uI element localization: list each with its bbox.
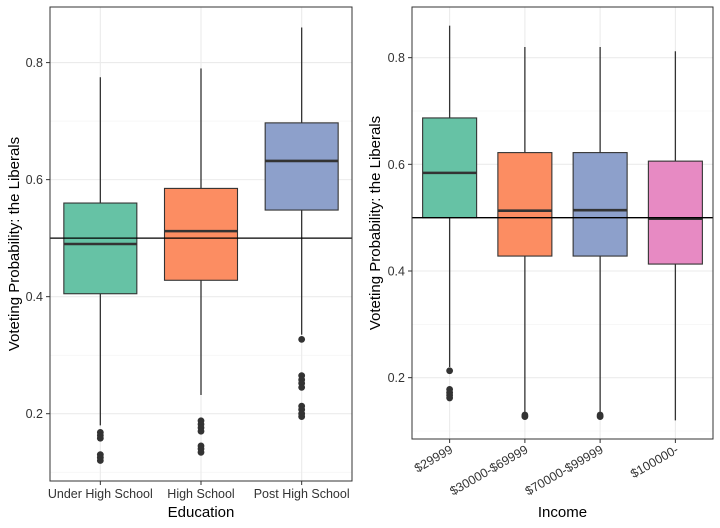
box-iqr <box>497 152 553 257</box>
y-tick-label: 0.8 <box>26 56 43 70</box>
y-axis-title: Voteting Probability: the Liberals <box>367 116 384 330</box>
y-tick-label: 0.2 <box>26 407 43 421</box>
education-boxplot-panel: 0.2 0.4 0.6 0.8 Under High School High School… <box>6 6 353 521</box>
y-tick-label: 0.4 <box>388 265 405 279</box>
outlier-point <box>96 434 104 442</box>
x-tick-label: $29999 <box>412 442 455 475</box>
y-tick-label: 0.6 <box>26 173 43 187</box>
outlier-point <box>521 413 529 420</box>
outlier-point <box>197 427 205 435</box>
box-iqr <box>647 160 703 265</box>
box-iqr <box>163 187 239 281</box>
x-tick-label: High School <box>167 487 234 501</box>
outlier-point <box>446 394 454 402</box>
box-iqr <box>422 117 478 219</box>
y-tick-label: 0.4 <box>26 290 43 304</box>
panel-border <box>411 6 714 440</box>
outlier-point <box>96 457 104 464</box>
x-tick-label: Under High School <box>48 487 153 501</box>
outlier-point <box>298 383 306 391</box>
outlier-point <box>446 367 454 375</box>
x-tick-label: $70000-$99999 <box>523 442 606 498</box>
x-axis-title: Education <box>168 504 235 521</box>
income-boxplot-panel: 0.2 0.4 0.6 0.8 $29999$30000-$69999$70000-$9… <box>367 6 714 521</box>
x-tick-label: $100000- <box>628 442 681 481</box>
y-tick-label: 0.6 <box>388 158 405 172</box>
box-iqr <box>572 152 628 257</box>
outlier-point <box>197 448 205 456</box>
x-axis-title: Income <box>538 504 587 521</box>
outlier-point <box>298 335 306 343</box>
outlier-point <box>298 413 306 421</box>
outlier-point <box>596 413 604 420</box>
y-axis-title: Voteting Probability: the Liberals <box>6 137 23 351</box>
box-iqr <box>63 202 138 295</box>
box-iqr <box>264 122 339 211</box>
x-tick-label: Post High School <box>254 487 350 501</box>
y-tick-label: 0.2 <box>388 371 405 385</box>
x-tick-label: $30000-$69999 <box>448 442 531 498</box>
y-tick-label: 0.8 <box>388 51 405 65</box>
